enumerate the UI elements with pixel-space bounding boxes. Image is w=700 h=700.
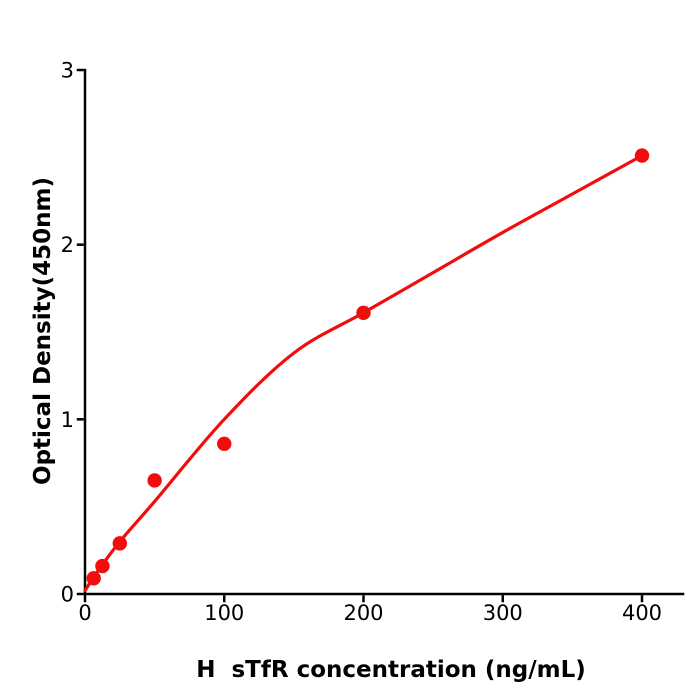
y-tick-label: 2 [61, 233, 74, 257]
y-tick-label: 1 [61, 408, 74, 432]
y-tick-label: 0 [61, 583, 74, 607]
y-tick-label: 3 [61, 59, 74, 83]
x-axis-title: H sTfR concentration (ng/mL) [196, 657, 586, 683]
data-point [112, 536, 128, 551]
x-tick-label: 300 [483, 601, 523, 625]
data-point [356, 305, 371, 320]
tick-label-layer: 0 100 200 300 400 0 1 2 3 [61, 59, 662, 626]
data-point [147, 473, 162, 488]
fit-curve-path [83, 153, 644, 593]
axes-layer [76, 68, 685, 603]
x-tick-label: 100 [204, 601, 244, 625]
data-point [217, 436, 232, 451]
y-axis-title: Optical Density(450nm) [30, 177, 56, 485]
data-points-layer [86, 148, 650, 586]
fit-curve-layer [83, 153, 644, 593]
x-tick-label: 0 [78, 601, 91, 625]
x-tick-label: 200 [343, 601, 383, 625]
x-tick-label: 400 [622, 601, 662, 625]
data-point [86, 571, 101, 586]
data-point [634, 148, 650, 163]
data-point [95, 558, 110, 574]
